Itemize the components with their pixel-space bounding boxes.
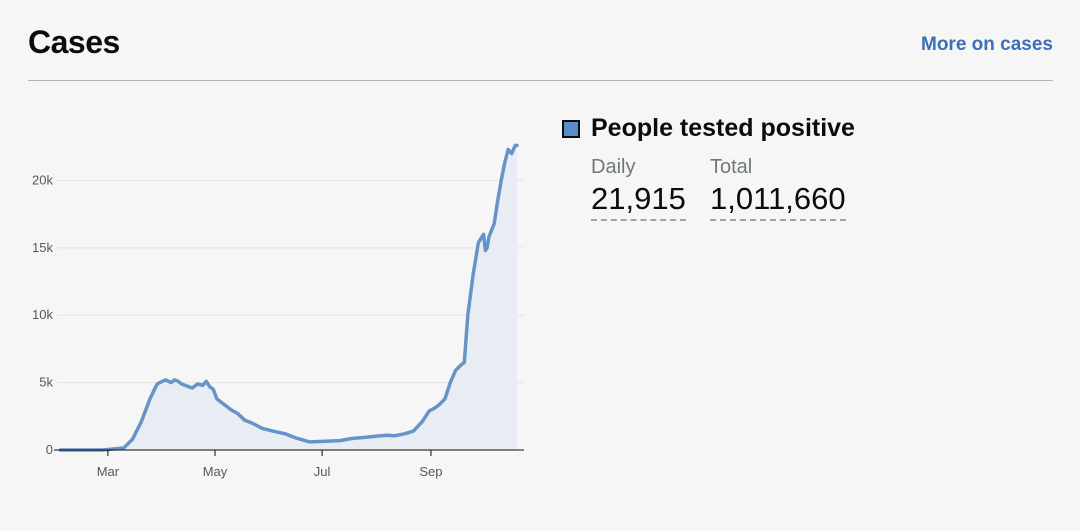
page-title: Cases [28,24,120,60]
cases-area-fill [60,145,517,450]
cases-series-line [58,143,519,452]
y-tick-label: 10k [32,307,53,322]
legend-swatch [562,120,580,138]
y-tick-label: 15k [32,240,53,255]
total-stat: Total 1,011,660 [710,156,846,221]
y-tick-label: 0 [46,442,53,457]
total-label: Total [710,156,753,178]
y-axis-ticks: 0 5k 10k 15k 20k [32,172,53,457]
x-tick-label: Mar [97,464,120,479]
y-tick-label: 5k [39,375,53,390]
more-on-cases-link[interactable]: More on cases [921,34,1053,55]
daily-label: Daily [591,156,636,178]
x-tick-label: Sep [419,464,442,479]
x-axis-ticks: Mar May Jul Sep [97,450,443,479]
legend-label: People tested positive [591,114,855,142]
daily-stat: Daily 21,915 [591,156,686,221]
daily-value[interactable]: 21,915 [591,181,686,221]
cases-chart: 0 5k 10k 15k 20k Mar May Jul Sep [32,143,524,479]
header-divider [28,80,1053,81]
total-value[interactable]: 1,011,660 [710,181,846,221]
x-tick-label: Jul [314,464,331,479]
gridlines [57,179,524,384]
y-tick-label: 20k [32,172,53,187]
x-tick-label: May [203,464,228,479]
